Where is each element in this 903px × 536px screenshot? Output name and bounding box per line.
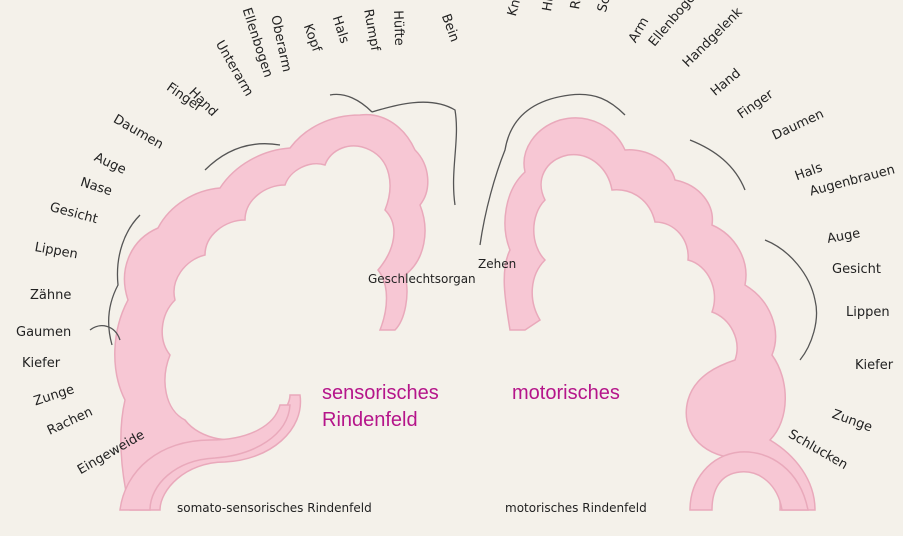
motor-cortex-lower-fold <box>689 451 809 511</box>
sensory-label-16: Gaumen <box>16 325 72 340</box>
motor-cortex-strip <box>503 117 816 511</box>
motor-cortex-caption: motorisches Rindenfeld <box>505 501 647 515</box>
sensory-field-title: sensorisches Rindenfeld <box>322 382 439 431</box>
motor-label-14: Lippen <box>846 305 890 320</box>
sensory-label-15: Zähne <box>30 288 72 303</box>
sensory-homunculus-outline <box>89 93 458 346</box>
sensory-label-17: Kiefer <box>22 356 61 371</box>
motor-label-15: Kiefer <box>855 358 894 373</box>
label-geschlechtsorgan: Geschlechtsorgan <box>368 272 476 286</box>
sensory-cortex-caption: somato-sensorisches Rindenfeld <box>177 501 372 515</box>
motor-field-title: motorisches <box>512 382 620 404</box>
label-zehen: Zehen <box>478 257 517 271</box>
sensory-cortex-lower-fold <box>119 404 291 511</box>
sensory-label-1: Hüfte <box>390 10 407 46</box>
motor-label-13: Gesicht <box>832 262 881 277</box>
homunculus-figure-outlines <box>89 93 818 361</box>
motor-homunculus-outline <box>479 93 818 361</box>
sensory-cortex-strip <box>114 113 429 511</box>
